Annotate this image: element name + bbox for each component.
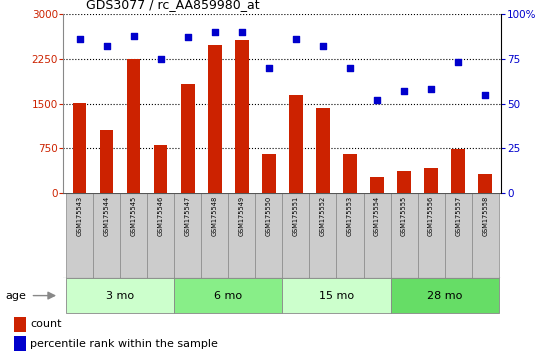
Text: GSM175549: GSM175549 <box>239 195 245 236</box>
Point <box>210 29 219 35</box>
Bar <box>397 171 411 193</box>
Text: GSM175545: GSM175545 <box>131 195 137 236</box>
Bar <box>174 193 201 278</box>
Bar <box>66 278 174 313</box>
Bar <box>127 59 141 193</box>
Text: age: age <box>6 291 26 301</box>
Point <box>345 65 354 71</box>
Bar <box>154 145 168 193</box>
Bar <box>364 193 391 278</box>
Text: GSM175544: GSM175544 <box>104 195 110 236</box>
Bar <box>472 193 499 278</box>
Point <box>183 35 192 40</box>
Point <box>102 44 111 49</box>
Bar <box>174 278 283 313</box>
Bar <box>235 40 249 193</box>
Text: GSM175552: GSM175552 <box>320 195 326 236</box>
Bar <box>316 108 329 193</box>
Point <box>156 56 165 62</box>
Bar <box>283 193 310 278</box>
Text: percentile rank within the sample: percentile rank within the sample <box>30 339 218 349</box>
Bar <box>93 193 120 278</box>
Point <box>426 86 435 92</box>
Bar <box>337 193 364 278</box>
Bar <box>391 278 499 313</box>
Point <box>481 92 490 97</box>
Bar <box>478 175 492 193</box>
Bar <box>370 177 384 193</box>
Bar <box>289 95 302 193</box>
Text: GSM175557: GSM175557 <box>455 195 461 236</box>
Text: GSM175547: GSM175547 <box>185 195 191 236</box>
Text: GSM175550: GSM175550 <box>266 195 272 236</box>
Text: GSM175555: GSM175555 <box>401 195 407 236</box>
Bar <box>147 193 174 278</box>
Bar <box>418 193 445 278</box>
Point <box>372 97 381 103</box>
Bar <box>181 85 195 193</box>
Bar <box>451 149 465 193</box>
Bar <box>310 193 337 278</box>
Text: 6 mo: 6 mo <box>214 291 242 301</box>
Bar <box>391 193 418 278</box>
Bar <box>283 278 391 313</box>
Text: 15 mo: 15 mo <box>319 291 354 301</box>
Bar <box>100 130 114 193</box>
Bar <box>228 193 255 278</box>
Text: GSM175556: GSM175556 <box>428 195 434 236</box>
Text: GSM175551: GSM175551 <box>293 195 299 236</box>
Bar <box>445 193 472 278</box>
Point <box>75 36 84 42</box>
Text: GDS3077 / rc_AA859980_at: GDS3077 / rc_AA859980_at <box>86 0 260 11</box>
Point <box>399 88 408 94</box>
Bar <box>424 168 438 193</box>
Point <box>129 33 138 39</box>
Text: GSM175553: GSM175553 <box>347 195 353 236</box>
Bar <box>208 45 222 193</box>
Text: 28 mo: 28 mo <box>427 291 462 301</box>
Bar <box>66 193 93 278</box>
Text: GSM175546: GSM175546 <box>158 195 164 236</box>
Bar <box>201 193 228 278</box>
Point <box>237 29 246 35</box>
Bar <box>14 337 26 351</box>
Text: GSM175548: GSM175548 <box>212 195 218 236</box>
Bar <box>120 193 147 278</box>
Text: GSM175554: GSM175554 <box>374 195 380 236</box>
Point <box>291 36 300 42</box>
Bar <box>73 103 87 193</box>
Text: GSM175543: GSM175543 <box>77 195 83 236</box>
Text: count: count <box>30 319 62 329</box>
Bar <box>14 317 26 332</box>
Bar <box>262 154 276 193</box>
Point <box>318 44 327 49</box>
Bar <box>343 154 356 193</box>
Text: GSM175558: GSM175558 <box>482 195 488 236</box>
Point <box>453 59 462 65</box>
Text: 3 mo: 3 mo <box>106 291 134 301</box>
Bar <box>255 193 282 278</box>
Point <box>264 65 273 71</box>
